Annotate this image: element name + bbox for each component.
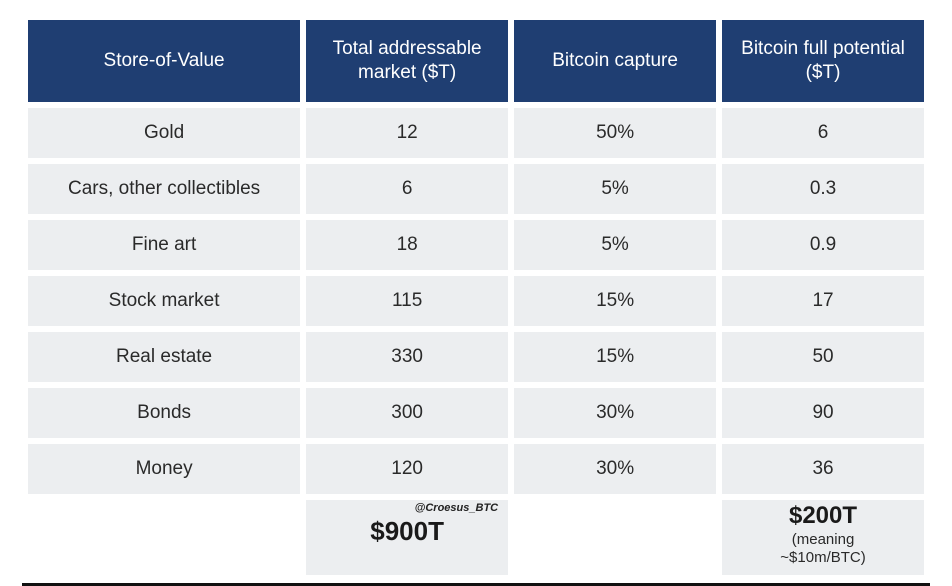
cell-sov: Fine art bbox=[28, 220, 300, 270]
cell-sov: Stock market bbox=[28, 276, 300, 326]
table-row: Money 120 30% 36 bbox=[28, 444, 924, 494]
bottom-rule bbox=[22, 583, 930, 586]
cell-capture: 5% bbox=[514, 220, 716, 270]
footer-full-total-cell: $200T (meaning ~$10m/BTC) bbox=[722, 500, 924, 575]
cell-sov: Real estate bbox=[28, 332, 300, 382]
table-row: Cars, other collectibles 6 5% 0.3 bbox=[28, 164, 924, 214]
cell-tam: 330 bbox=[306, 332, 508, 382]
cell-capture: 30% bbox=[514, 388, 716, 438]
cell-full: 50 bbox=[722, 332, 924, 382]
cell-full: 0.3 bbox=[722, 164, 924, 214]
table-row: Bonds 300 30% 90 bbox=[28, 388, 924, 438]
cell-tam: 120 bbox=[306, 444, 508, 494]
table-header-row: Store-of-Value Total addressable market … bbox=[28, 20, 924, 102]
cell-capture: 5% bbox=[514, 164, 716, 214]
cell-sov: Bonds bbox=[28, 388, 300, 438]
cell-full: 0.9 bbox=[722, 220, 924, 270]
cell-sov: Cars, other collectibles bbox=[28, 164, 300, 214]
cell-full: 6 bbox=[722, 108, 924, 158]
cell-full: 17 bbox=[722, 276, 924, 326]
cell-sov: Money bbox=[28, 444, 300, 494]
full-total-sub2: ~$10m/BTC) bbox=[730, 549, 916, 566]
footer-blank-sov bbox=[28, 500, 300, 575]
col-header-tam: Total addressable market ($T) bbox=[306, 20, 508, 102]
cell-tam: 18 bbox=[306, 220, 508, 270]
full-total-sub1: (meaning bbox=[730, 531, 916, 548]
col-header-sov: Store-of-Value bbox=[28, 20, 300, 102]
table-row: Gold 12 50% 6 bbox=[28, 108, 924, 158]
tam-total-value: $900T bbox=[314, 516, 500, 547]
footer-blank-capture bbox=[514, 500, 716, 575]
cell-tam: 300 bbox=[306, 388, 508, 438]
cell-capture: 50% bbox=[514, 108, 716, 158]
table-row: Stock market 115 15% 17 bbox=[28, 276, 924, 326]
cell-capture: 30% bbox=[514, 444, 716, 494]
cell-capture: 15% bbox=[514, 332, 716, 382]
store-of-value-table: Store-of-Value Total addressable market … bbox=[22, 14, 930, 581]
cell-tam: 12 bbox=[306, 108, 508, 158]
attribution-handle: @Croesus_BTC bbox=[415, 502, 498, 514]
table-row: Fine art 18 5% 0.9 bbox=[28, 220, 924, 270]
footer-tam-total-cell: @Croesus_BTC $900T bbox=[306, 500, 508, 575]
table-row: Real estate 330 15% 50 bbox=[28, 332, 924, 382]
cell-capture: 15% bbox=[514, 276, 716, 326]
cell-full: 36 bbox=[722, 444, 924, 494]
table-footer-row: @Croesus_BTC $900T $200T (meaning ~$10m/… bbox=[28, 500, 924, 575]
cell-tam: 115 bbox=[306, 276, 508, 326]
col-header-full: Bitcoin full potential ($T) bbox=[722, 20, 924, 102]
full-total-value: $200T bbox=[730, 502, 916, 530]
cell-tam: 6 bbox=[306, 164, 508, 214]
cell-full: 90 bbox=[722, 388, 924, 438]
col-header-capture: Bitcoin capture bbox=[514, 20, 716, 102]
cell-sov: Gold bbox=[28, 108, 300, 158]
